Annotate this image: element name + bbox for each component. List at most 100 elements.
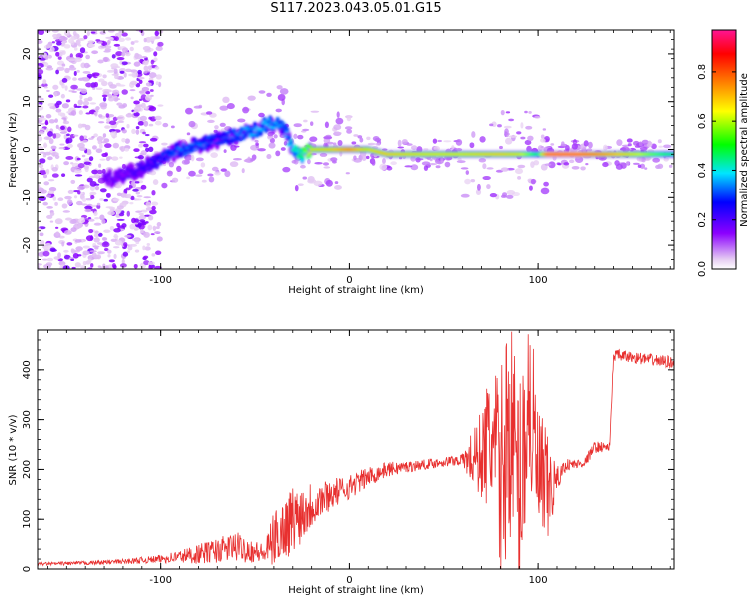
noise-blob [77,190,81,195]
noise-blob [51,173,59,178]
noise-blob [155,81,159,86]
noise-blob [105,192,111,198]
noise-blob [102,74,107,79]
noise-blob [49,211,55,216]
noise-blob [322,162,330,166]
noise-blob [79,94,83,100]
noise-blob [658,145,664,148]
noise-blob [90,31,96,34]
noise-blob [67,189,74,194]
noise-blob [49,106,56,110]
ridge-cell [211,135,216,138]
ridge-cell [109,176,114,179]
noise-blob [557,163,562,166]
noise-blob [569,159,575,164]
colorbar-label: Normalized spectral amplitude [739,73,750,227]
noise-blob [75,39,81,46]
noise-blob [140,150,147,156]
noise-blob [110,63,119,69]
noise-blob [97,242,103,245]
snr-xlabel: Height of straight line (km) [288,585,424,596]
noise-blob [139,115,147,122]
noise-blob [119,156,123,159]
noise-blob [83,35,88,40]
noise-blob [78,110,83,115]
noise-blob [104,143,112,149]
noise-blob [82,245,90,249]
noise-blob [117,84,126,87]
noise-blob [99,214,105,221]
noise-blob [123,147,130,152]
noise-blob [83,184,90,189]
noise-blob [443,140,452,143]
ridge-cell [147,164,152,166]
noise-blob [114,239,123,246]
noise-blob [149,209,157,215]
noise-blob [371,159,375,163]
noise-blob [155,226,160,230]
noise-blob [639,163,646,169]
ridge-cell [124,167,129,171]
ridge-cell [262,120,267,122]
noise-blob [451,145,455,150]
noise-blob [70,84,78,90]
noise-blob [171,177,179,183]
noise-blob [61,241,65,247]
noise-blob [476,183,481,191]
noise-blob [505,111,511,114]
noise-blob [291,160,297,164]
ridge-cell [122,170,128,175]
noise-blob [66,242,73,246]
ridge-cell [300,155,305,159]
noise-blob [125,51,131,57]
noise-blob [57,197,64,202]
noise-blob [42,79,47,85]
ridge-cell [226,132,231,134]
noise-blob [74,262,81,268]
noise-blob [372,135,380,142]
noise-blob [38,266,41,269]
noise-blob [423,165,429,171]
noise-blob [133,222,139,225]
noise-blob [104,48,112,52]
noise-blob [625,161,630,166]
noise-blob [154,231,161,234]
noise-blob [486,184,491,190]
noise-blob [125,113,133,118]
noise-blob [104,125,111,129]
noise-blob [82,105,89,109]
noise-blob [168,161,174,168]
noise-blob [73,47,78,51]
ridge-cell [181,143,186,146]
colorbar: 0.0 0.2 0.4 0.6 0.8 Normalized spectral ampl… [697,29,750,277]
ridge-cell [137,162,143,167]
noise-blob [323,136,333,140]
noise-blob [44,119,49,126]
noise-blob [530,161,535,168]
noise-blob [138,90,145,94]
noise-blob [93,81,99,88]
noise-blob [122,251,129,257]
noise-blob [83,161,91,166]
ridge-cell [283,135,288,137]
ridge-cell [269,120,275,125]
noise-blob [133,263,138,269]
noise-blob [500,109,505,116]
noise-blob [121,129,127,134]
noise-blob [208,176,215,183]
noise-blob [147,261,155,266]
ridge-cell [132,172,137,174]
noise-blob [121,32,128,37]
noise-blob [268,142,276,149]
noise-blob [508,135,518,138]
noise-blob [489,192,498,198]
noise-blob [113,246,120,249]
noise-blob [283,141,288,146]
ridge-cell [133,175,139,177]
noise-blob [647,140,652,146]
noise-blob [138,141,147,144]
snr-ticks: -100 0 100 0 100 200 300 400 [22,329,674,586]
noise-blob [148,72,157,78]
noise-blob [375,142,381,146]
noise-blob [70,227,77,232]
